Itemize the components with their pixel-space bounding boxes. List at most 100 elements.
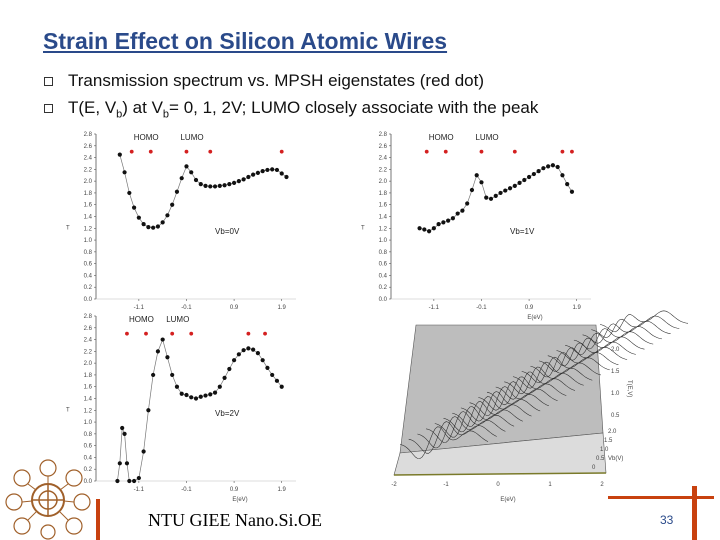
y-tick-label: 2.6	[84, 326, 93, 332]
data-point	[279, 171, 284, 176]
bullet-text-1: Transmission spectrum vs. MPSH eigenstat…	[68, 71, 485, 90]
surface-line	[478, 381, 567, 411]
y-tick-label: 0.2	[84, 285, 93, 291]
y-tick-label: 1.5	[604, 438, 613, 444]
data-point	[493, 193, 498, 198]
y-tick-label: 0.4	[84, 455, 93, 461]
surface-line	[582, 321, 671, 344]
data-point	[189, 170, 194, 175]
data-point	[246, 174, 251, 180]
eigenstate-dot	[246, 331, 251, 336]
y-tick-label: 0.8	[84, 250, 93, 256]
y-tick-label: 0.0	[379, 297, 388, 303]
x-tick-label: 0.9	[525, 305, 534, 311]
surface-line	[443, 401, 532, 433]
data-point	[127, 478, 132, 484]
data-point	[208, 392, 213, 397]
surface-line	[417, 416, 506, 449]
z-tick-label: 0.5	[611, 413, 620, 419]
eigenstate-dot	[279, 149, 284, 154]
eigenstate-dot	[263, 331, 267, 336]
surface-line	[460, 391, 549, 422]
data-point	[217, 183, 222, 188]
data-point	[460, 208, 465, 213]
y-tick-label: 2.2	[84, 349, 93, 355]
bullet-text-2: T(E, Vb) at Vb= 0, 1, 2V; LUMO closely a…	[68, 98, 539, 121]
y-tick-label: 0	[592, 465, 596, 471]
y-tick-label: 0.8	[84, 432, 93, 438]
data-point	[179, 391, 184, 396]
data-point	[227, 366, 232, 372]
surface-line	[495, 371, 584, 400]
data-point	[522, 177, 527, 183]
y-tick-label: 2.6	[84, 144, 93, 150]
data-point	[131, 205, 137, 210]
data-point	[141, 449, 146, 454]
lumo-label: LUMO	[475, 133, 498, 142]
x-tick-label: 0.9	[230, 487, 239, 493]
data-point	[484, 195, 489, 200]
y-tick-label: 1.6	[84, 385, 93, 391]
decorative-line	[608, 496, 714, 499]
lumo-label: LUMO	[180, 133, 203, 142]
y-tick-label: 0.4	[379, 273, 388, 279]
eigenstate-dot	[560, 149, 565, 154]
page-number: 33	[660, 513, 674, 527]
data-point	[526, 174, 532, 180]
y-tick-label: 2.0	[379, 179, 388, 185]
y-tick-label: 0.6	[84, 444, 93, 450]
y-tick-label: 2.4	[84, 156, 93, 162]
data-point	[203, 393, 208, 398]
square-bullet-icon	[44, 104, 53, 113]
data-point	[284, 174, 289, 180]
x-tick-label: 1.9	[573, 305, 582, 311]
x-tick-label: 2	[600, 482, 604, 488]
data-point	[231, 180, 237, 186]
data-point	[170, 202, 175, 207]
data-point	[170, 372, 175, 378]
x-tick-label: -1	[443, 482, 449, 488]
data-point	[151, 225, 156, 230]
x-tick-label: -1.1	[134, 305, 145, 311]
data-point	[222, 183, 227, 188]
data-point	[260, 358, 265, 363]
transmission-plot-vb0: 0.0 0.2 0.4 0.6 0.8 1.0 1.2 1.4 1.6 1.8 2.0 2.2 2.4 2…	[60, 130, 310, 320]
data-point	[274, 167, 280, 173]
data-point	[136, 215, 141, 220]
decorative-bar	[692, 486, 697, 540]
y-tick-label: 1.4	[84, 397, 93, 403]
data-point	[436, 222, 441, 227]
y-tick-label: 2.2	[379, 167, 388, 173]
lumo-label: LUMO	[166, 315, 189, 324]
data-point	[498, 190, 503, 196]
data-point	[251, 172, 256, 177]
data-point	[465, 201, 470, 206]
y-tick-label: 0.2	[379, 285, 388, 291]
surface-line	[399, 426, 489, 459]
data-point	[160, 337, 165, 342]
data-point	[236, 352, 241, 357]
data-point	[212, 390, 218, 395]
eigenstate-dot	[184, 149, 189, 154]
homo-label: HOMO	[129, 315, 154, 324]
data-point	[122, 431, 127, 436]
data-point	[193, 177, 199, 183]
data-point	[260, 169, 265, 174]
surface-line	[591, 315, 680, 338]
data-point	[203, 183, 208, 188]
y-tick-label: 1.4	[84, 215, 93, 221]
eigenstate-dot	[170, 331, 175, 336]
surface-line	[512, 361, 602, 389]
surface-line	[521, 356, 610, 383]
y-tick-label: 1.2	[379, 226, 388, 232]
x-tick-label: -0.1	[181, 487, 192, 493]
data-point	[174, 384, 180, 389]
surface-line	[452, 396, 541, 427]
surface-line	[599, 310, 689, 333]
data-point	[174, 189, 180, 194]
data-point	[422, 227, 427, 232]
eigenstate-dot	[144, 331, 148, 336]
data-point	[479, 180, 484, 185]
data-point	[212, 184, 218, 189]
data-point	[222, 375, 227, 380]
